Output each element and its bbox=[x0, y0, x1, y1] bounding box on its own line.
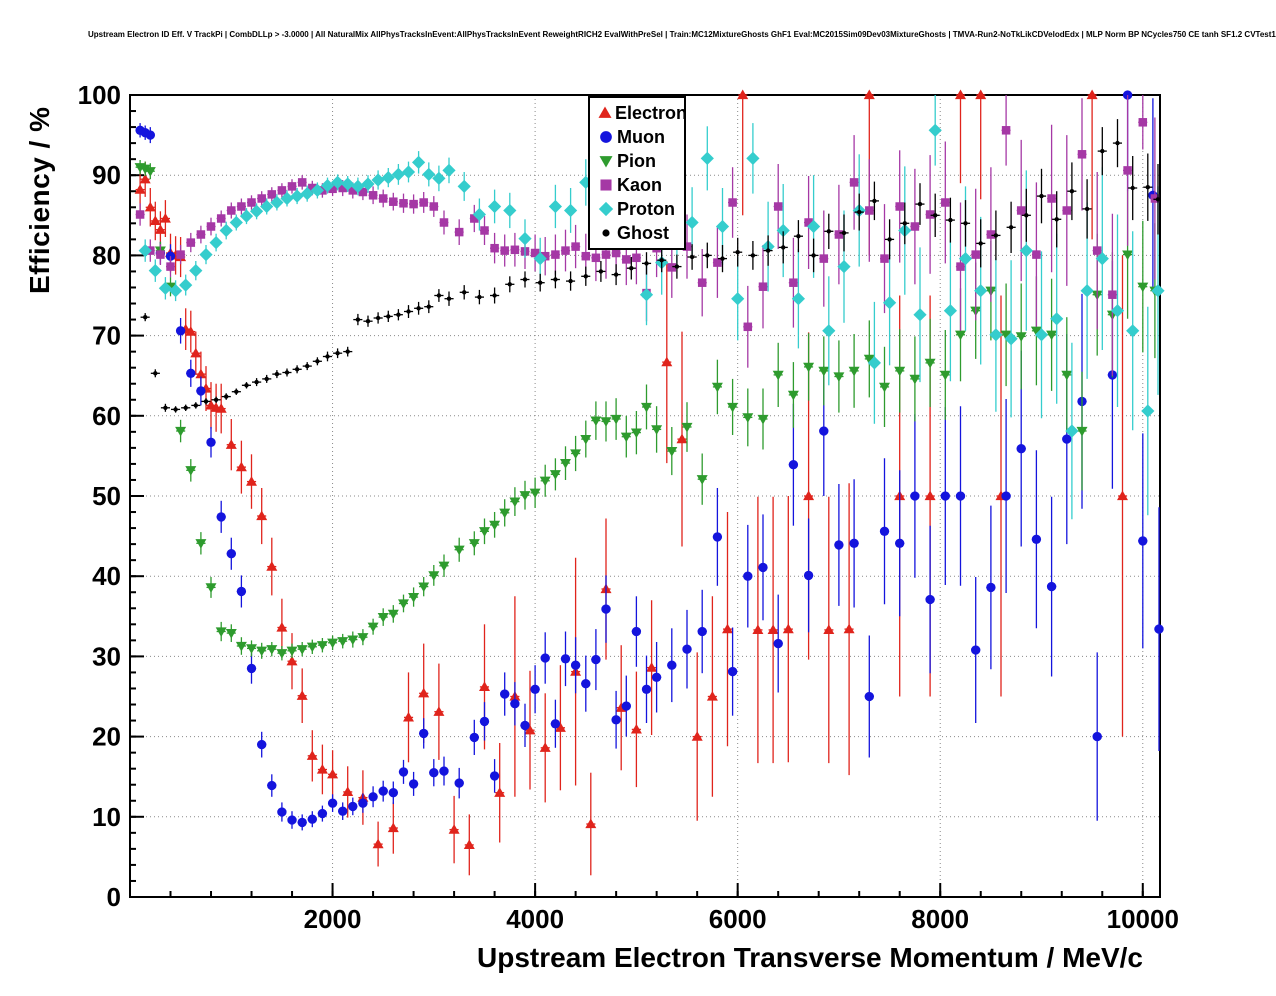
svg-text:20: 20 bbox=[92, 722, 121, 752]
svg-text:6000: 6000 bbox=[709, 904, 767, 934]
legend-label-kaon: Kaon bbox=[617, 175, 662, 195]
svg-text:0: 0 bbox=[107, 882, 121, 912]
svg-text:90: 90 bbox=[92, 160, 121, 190]
svg-text:10: 10 bbox=[92, 802, 121, 832]
electron-marker-icon bbox=[595, 104, 615, 122]
series-kaon bbox=[135, 95, 1160, 376]
legend-label-electron: Electron bbox=[615, 103, 688, 123]
legend-label-proton: Proton bbox=[617, 199, 675, 219]
kaon-marker-icon bbox=[595, 176, 617, 194]
proton-marker-icon bbox=[595, 200, 617, 218]
plot-title: Upstream Electron ID Eff. V TrackPi | Co… bbox=[88, 30, 1276, 39]
svg-text:100: 100 bbox=[78, 80, 121, 110]
svg-text:70: 70 bbox=[92, 321, 121, 351]
svg-text:30: 30 bbox=[92, 641, 121, 671]
axis-ticks bbox=[129, 94, 1144, 898]
svg-text:2000: 2000 bbox=[304, 904, 362, 934]
legend-item-electron: Electron bbox=[595, 101, 688, 125]
ghost-marker-icon bbox=[595, 224, 617, 242]
legend-label-pion: Pion bbox=[617, 151, 656, 171]
svg-text:4000: 4000 bbox=[506, 904, 564, 934]
legend-item-muon: Muon bbox=[595, 125, 684, 149]
legend-label-muon: Muon bbox=[617, 127, 665, 147]
svg-text:8000: 8000 bbox=[911, 904, 969, 934]
svg-text:50: 50 bbox=[92, 481, 121, 511]
x-axis-title: Upstream Electron Transverse Momentum / … bbox=[477, 942, 1143, 973]
legend-item-ghost: Ghost bbox=[595, 221, 684, 245]
svg-text:10000: 10000 bbox=[1107, 904, 1179, 934]
series-pion bbox=[134, 160, 1161, 661]
legend-item-kaon: Kaon bbox=[595, 173, 684, 197]
pion-marker-icon bbox=[595, 152, 617, 170]
svg-text:80: 80 bbox=[92, 240, 121, 270]
x-tick-labels: 2000 4000 6000 8000 10000 bbox=[304, 904, 1179, 934]
muon-marker-icon bbox=[595, 128, 617, 146]
series-ghost bbox=[140, 119, 1161, 413]
legend-item-proton: Proton bbox=[595, 197, 684, 221]
legend: Electron Muon Pion Kaon Proton Ghost bbox=[588, 96, 688, 250]
y-tick-labels: 0 10 20 30 40 50 60 70 80 90 100 bbox=[78, 80, 121, 912]
legend-label-ghost: Ghost bbox=[617, 223, 669, 243]
svg-text:60: 60 bbox=[92, 401, 121, 431]
svg-text:40: 40 bbox=[92, 561, 121, 591]
series-muon bbox=[135, 90, 1164, 831]
legend-item-pion: Pion bbox=[595, 149, 684, 173]
